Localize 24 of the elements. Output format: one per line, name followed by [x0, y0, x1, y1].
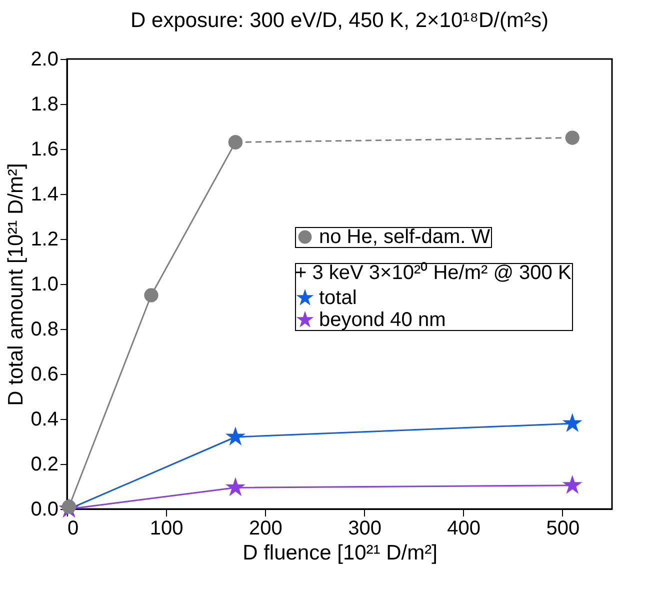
x-tick-label: 100 [150, 518, 184, 540]
x-tick-label: 400 [447, 518, 481, 540]
x-axis-title: D fluence [10²¹ D/m²] [242, 542, 438, 564]
y-tick-label: 2.0 [30, 48, 58, 70]
x-tick-label: 200 [248, 518, 282, 540]
y-tick-label: 1.2 [30, 228, 58, 250]
x-tick-label: 300 [348, 518, 382, 540]
y-tick-label: 0.4 [30, 408, 58, 430]
legend-label: beyond 40 nm [319, 309, 446, 331]
y-tick-label: 0.6 [30, 364, 58, 386]
chart-title: D exposure: 300 eV/D, 450 K, 2×10¹⁸D/(m²s) [130, 9, 548, 32]
y-tick-label: 1.4 [30, 184, 58, 206]
y-tick-label: 0.8 [30, 318, 58, 340]
y-tick-label: 1.8 [30, 94, 58, 116]
y-tick-label: 0.0 [30, 498, 58, 520]
legend-label: total [319, 287, 357, 309]
y-tick-label: 1.0 [30, 274, 58, 296]
y-axis-title: D total amount [10²¹ D/m²] [4, 163, 28, 406]
x-tick-label: 0 [68, 518, 79, 540]
legend-label: no He, self-dam. W [319, 226, 490, 248]
y-tick-label: 0.2 [30, 454, 58, 476]
legend-title: + 3 keV 3×10²⁰ He/m² @ 300 K [295, 261, 572, 284]
y-tick-label: 1.6 [30, 138, 58, 160]
x-tick-label: 500 [546, 518, 580, 540]
